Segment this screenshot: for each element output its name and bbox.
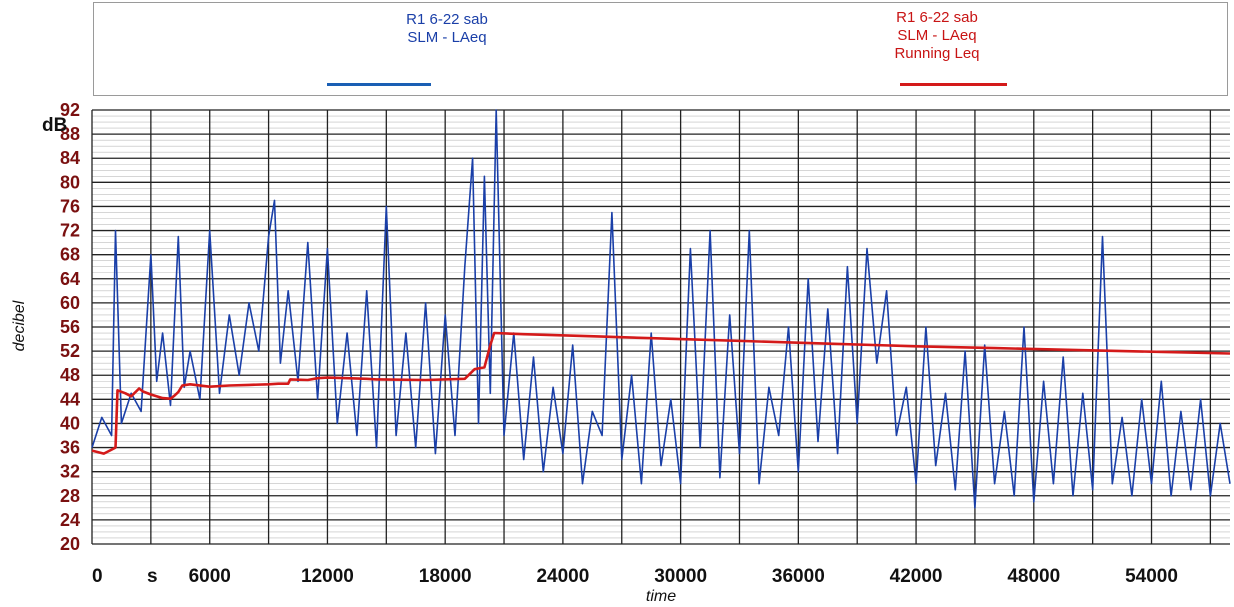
x-tick-label: 18000: [419, 566, 472, 587]
y-tick-label: 80: [60, 172, 80, 192]
x-tick-label: 54000: [1125, 566, 1178, 587]
y-tick-label: 76: [60, 196, 80, 216]
x-tick-label: 24000: [536, 566, 589, 587]
legend-leq-line-3: Running Leq: [894, 45, 980, 62]
legend-leq-swatch: [900, 83, 1007, 86]
legend-entry-laeq: R1 6-22 sab SLM - LAeq: [327, 11, 522, 86]
y-tick-label: 28: [60, 486, 80, 506]
x-axis-title: time: [646, 588, 676, 605]
x-tick-label: 0: [92, 566, 103, 587]
x-tick-label: 6000: [189, 566, 231, 587]
legend: R1 6-22 sab SLM - LAeq R1 6-22 sab SLM -…: [93, 2, 1228, 96]
y-tick-label: 24: [60, 510, 80, 530]
y-tick-label: 92: [60, 100, 80, 120]
y-tick-label: 44: [60, 389, 80, 409]
legend-entry-running-leq: R1 6-22 sab SLM - LAeq Running Leq: [862, 9, 1012, 86]
y-axis-title: decibel: [11, 300, 28, 351]
y-tick-label: 72: [60, 221, 80, 241]
legend-laeq-line-2: SLM - LAeq: [407, 29, 487, 46]
x-tick-label: 36000: [772, 566, 825, 587]
y-tick-label: 68: [60, 245, 80, 265]
legend-laeq-line-1: R1 6-22 sab: [406, 11, 488, 28]
x-tick-labels: 0 6000 12000 18000 24000 30000 36000 42000 48000…: [92, 566, 1178, 587]
y-tick-label: 84: [60, 148, 80, 168]
y-tick-label: 32: [60, 462, 80, 482]
y-unit-label: dB: [42, 115, 67, 136]
series-line-running-leq: [91, 331, 1231, 455]
x-unit-label: s: [147, 566, 158, 587]
y-tick-label: 60: [60, 293, 80, 313]
x-tick-label: 48000: [1007, 566, 1060, 587]
y-tick-label: 40: [60, 413, 80, 433]
x-tick-label: 30000: [654, 566, 707, 587]
legend-leq-line-2: SLM - LAeq: [897, 27, 977, 44]
y-tick-label: 48: [60, 365, 80, 385]
y-tick-label: 56: [60, 317, 80, 337]
y-tick-labels: 20 24 28 32 36 40 44 48 52 56 60 64 68 72 76 80 84 88 92: [60, 100, 80, 554]
y-tick-label: 52: [60, 341, 80, 361]
x-tick-label: 12000: [301, 566, 354, 587]
y-tick-label: 36: [60, 438, 80, 458]
x-tick-label: 42000: [890, 566, 943, 587]
legend-laeq-swatch: [327, 83, 431, 86]
y-tick-label: 88: [60, 124, 80, 144]
legend-leq-line-1: R1 6-22 sab: [896, 9, 978, 26]
series-laeq: [91, 109, 1231, 509]
grid: [91, 109, 1230, 545]
series-running-leq: [91, 331, 1231, 455]
y-tick-label: 20: [60, 534, 80, 554]
y-tick-label: 64: [60, 269, 80, 289]
series-line-laeq: [91, 109, 1231, 509]
